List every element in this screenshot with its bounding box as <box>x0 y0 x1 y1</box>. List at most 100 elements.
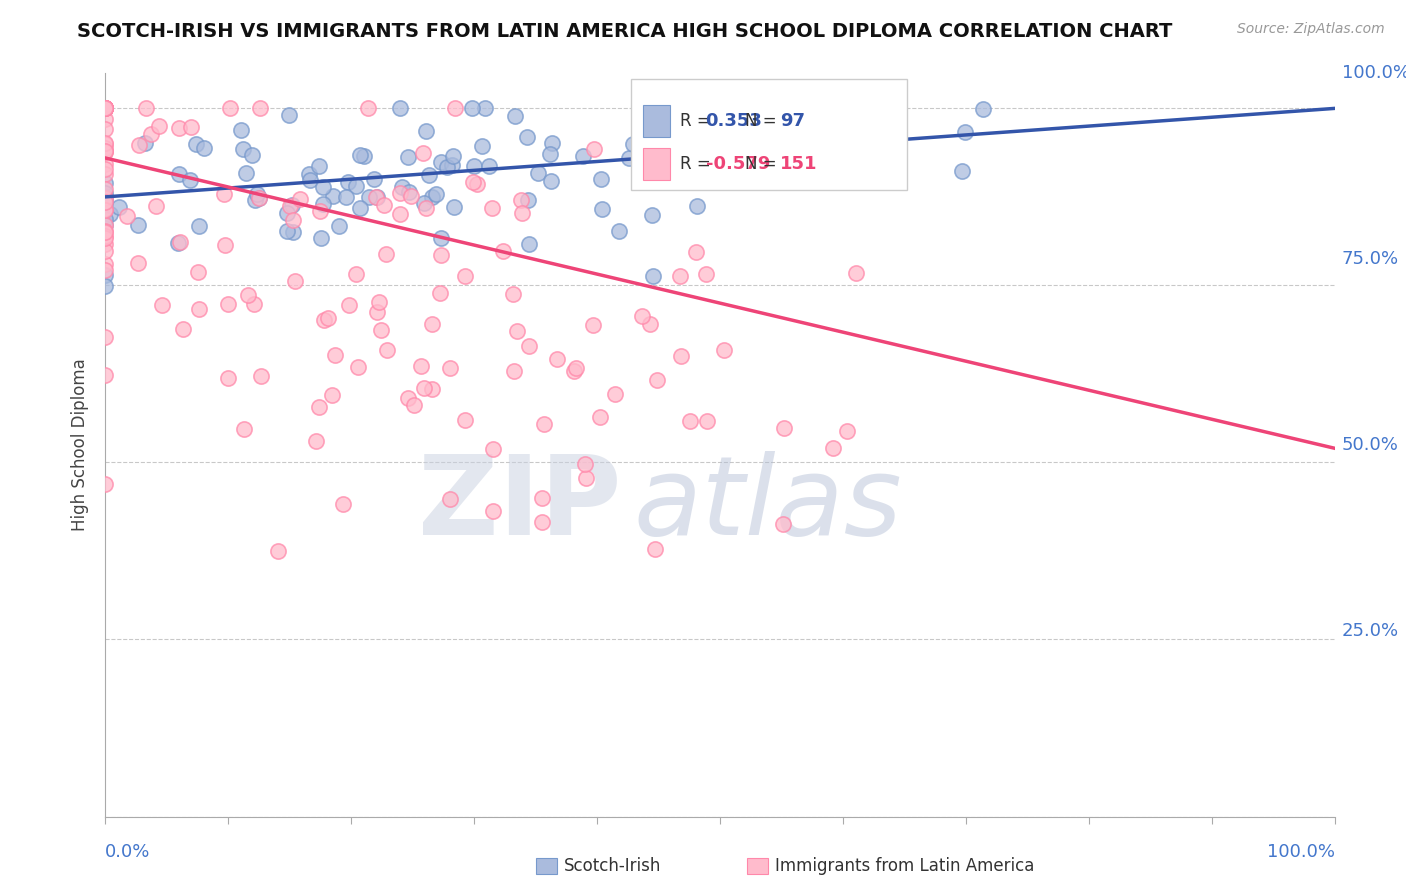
Point <box>773 421 796 435</box>
Point <box>531 515 554 529</box>
Point <box>823 441 845 455</box>
Point <box>246 186 269 201</box>
Point <box>399 189 422 203</box>
Text: R =: R = <box>681 155 716 173</box>
Point <box>418 169 440 183</box>
Point <box>411 359 433 374</box>
Point <box>94 141 117 155</box>
Point <box>420 382 443 396</box>
Point <box>517 193 540 207</box>
Point <box>835 425 858 439</box>
Point <box>461 175 484 189</box>
Point <box>281 198 304 212</box>
Point <box>429 286 451 301</box>
Point <box>94 229 117 244</box>
Point <box>630 310 652 324</box>
Point <box>391 179 413 194</box>
Point <box>481 442 503 456</box>
Point <box>247 191 270 205</box>
Point <box>337 297 360 311</box>
Point <box>94 102 117 116</box>
Point <box>370 323 392 337</box>
Text: 25.0%: 25.0% <box>1341 622 1399 640</box>
Point <box>492 244 515 259</box>
Point <box>152 298 174 312</box>
Point <box>94 218 117 232</box>
Point <box>115 209 138 223</box>
Point <box>465 178 488 192</box>
Text: R =: R = <box>681 112 716 130</box>
Point <box>366 190 388 204</box>
Point <box>184 136 207 151</box>
Point <box>453 269 475 284</box>
Point <box>172 322 194 336</box>
Point <box>276 206 298 220</box>
Point <box>575 471 598 485</box>
Point <box>94 122 117 136</box>
Point <box>322 189 344 203</box>
Point <box>311 197 333 211</box>
Point <box>366 190 388 204</box>
Point <box>583 142 606 156</box>
Point <box>236 287 259 301</box>
Point <box>94 157 117 171</box>
Point <box>709 106 731 120</box>
Point <box>249 102 271 116</box>
Point <box>692 154 714 169</box>
Point <box>502 287 524 301</box>
Point <box>696 414 718 428</box>
Point <box>217 297 239 311</box>
Point <box>240 148 263 162</box>
Point <box>94 102 117 116</box>
Point <box>250 368 273 383</box>
Point <box>375 247 398 261</box>
Point <box>441 149 464 163</box>
Point <box>589 410 612 425</box>
Point <box>94 144 117 158</box>
Point <box>94 231 117 245</box>
Point <box>309 230 332 244</box>
Text: 50.0%: 50.0% <box>1341 436 1399 454</box>
Point <box>298 167 321 181</box>
Point <box>94 102 117 116</box>
Point <box>443 102 465 116</box>
Point <box>510 194 533 208</box>
Point <box>349 202 371 216</box>
Point <box>94 194 117 209</box>
Point <box>323 349 346 363</box>
Point <box>527 165 550 179</box>
Point <box>730 168 752 182</box>
Point <box>94 102 117 116</box>
Point <box>180 120 202 134</box>
Point <box>346 360 368 375</box>
Text: 100.0%: 100.0% <box>1267 843 1334 862</box>
Point <box>430 231 453 245</box>
Text: 75.0%: 75.0% <box>1341 250 1399 268</box>
Point <box>94 257 117 271</box>
Point <box>453 413 475 427</box>
Point <box>94 136 117 151</box>
Point <box>503 109 526 123</box>
Point <box>145 199 167 213</box>
Point <box>94 102 117 116</box>
Point <box>332 497 354 511</box>
Point <box>94 203 117 218</box>
Point <box>308 159 330 173</box>
Point <box>127 256 149 270</box>
Point <box>94 237 117 252</box>
Point <box>344 268 367 282</box>
Point <box>217 371 239 385</box>
Point <box>540 136 562 150</box>
Point <box>517 338 540 352</box>
Point <box>212 186 235 201</box>
Point <box>94 263 117 277</box>
Point <box>94 244 117 259</box>
Point <box>148 119 170 133</box>
Point <box>98 206 121 220</box>
Point <box>308 401 330 415</box>
Point <box>309 204 332 219</box>
Point <box>335 189 357 203</box>
Point <box>506 324 529 338</box>
Point <box>695 268 717 282</box>
Point <box>366 304 388 318</box>
